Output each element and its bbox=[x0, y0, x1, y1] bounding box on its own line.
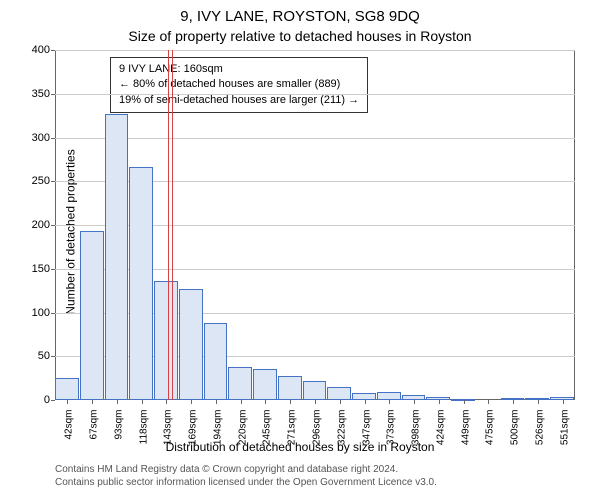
x-tick-mark bbox=[241, 400, 242, 404]
x-tick-mark bbox=[513, 400, 514, 404]
y-tick-label: 250 bbox=[32, 175, 50, 187]
reference-line bbox=[168, 50, 169, 400]
histogram-bar bbox=[154, 281, 178, 400]
x-tick-label: 347sqm bbox=[361, 410, 372, 450]
y-tick-label: 400 bbox=[32, 44, 50, 56]
y-tick-label: 0 bbox=[44, 394, 50, 406]
chart-container: 9, IVY LANE, ROYSTON, SG8 9DQ Size of pr… bbox=[0, 0, 600, 500]
histogram-bar bbox=[278, 376, 302, 401]
grid-line bbox=[55, 50, 575, 51]
histogram-bar bbox=[129, 167, 153, 400]
x-tick-mark bbox=[92, 400, 93, 404]
footer-line: Contains HM Land Registry data © Crown c… bbox=[55, 463, 437, 476]
grid-line bbox=[55, 138, 575, 139]
annotation-box: 9 IVY LANE: 160sqm ← 80% of detached hou… bbox=[110, 57, 368, 113]
x-tick-label: 322sqm bbox=[336, 410, 347, 450]
y-tick-mark bbox=[51, 50, 55, 51]
y-tick-mark bbox=[51, 269, 55, 270]
x-tick-label: 194sqm bbox=[212, 410, 223, 450]
x-tick-mark bbox=[389, 400, 390, 404]
y-tick-label: 350 bbox=[32, 88, 50, 100]
x-tick-mark bbox=[414, 400, 415, 404]
histogram-bar bbox=[179, 289, 203, 400]
x-tick-label: 373sqm bbox=[386, 410, 397, 450]
x-tick-mark bbox=[67, 400, 68, 404]
x-tick-label: 220sqm bbox=[237, 410, 248, 450]
x-tick-mark bbox=[365, 400, 366, 404]
x-tick-label: 143sqm bbox=[163, 410, 174, 450]
x-tick-mark bbox=[538, 400, 539, 404]
y-tick-label: 200 bbox=[32, 219, 50, 231]
histogram-bar bbox=[55, 378, 79, 400]
footer-line: Contains public sector information licen… bbox=[55, 476, 437, 489]
annotation-line: 19% of semi-detached houses are larger (… bbox=[119, 93, 359, 108]
x-tick-label: 398sqm bbox=[411, 410, 422, 450]
histogram-bar bbox=[80, 231, 104, 400]
x-tick-mark bbox=[464, 400, 465, 404]
x-tick-mark bbox=[315, 400, 316, 404]
y-tick-label: 150 bbox=[32, 263, 50, 275]
grid-line bbox=[55, 94, 575, 95]
x-tick-label: 169sqm bbox=[188, 410, 199, 450]
chart-title-sub: Size of property relative to detached ho… bbox=[0, 28, 600, 44]
y-tick-label: 100 bbox=[32, 307, 50, 319]
x-tick-label: 245sqm bbox=[262, 410, 273, 450]
chart-title-main: 9, IVY LANE, ROYSTON, SG8 9DQ bbox=[0, 8, 600, 25]
x-tick-label: 42sqm bbox=[64, 410, 75, 450]
y-tick-mark bbox=[51, 400, 55, 401]
x-tick-mark bbox=[290, 400, 291, 404]
y-tick-mark bbox=[51, 94, 55, 95]
x-tick-label: 551sqm bbox=[559, 410, 570, 450]
x-tick-mark bbox=[117, 400, 118, 404]
x-tick-label: 526sqm bbox=[534, 410, 545, 450]
histogram-bar bbox=[228, 367, 252, 400]
x-tick-mark bbox=[191, 400, 192, 404]
histogram-bar bbox=[105, 114, 129, 400]
y-tick-label: 300 bbox=[32, 132, 50, 144]
reference-line bbox=[172, 50, 173, 400]
y-tick-mark bbox=[51, 225, 55, 226]
annotation-line: ← 80% of detached houses are smaller (88… bbox=[119, 77, 359, 92]
x-tick-label: 271sqm bbox=[287, 410, 298, 450]
x-tick-mark bbox=[216, 400, 217, 404]
y-tick-mark bbox=[51, 356, 55, 357]
annotation-line: 9 IVY LANE: 160sqm bbox=[119, 62, 359, 77]
histogram-bar bbox=[253, 369, 277, 400]
x-tick-mark bbox=[439, 400, 440, 404]
x-tick-label: 424sqm bbox=[435, 410, 446, 450]
x-tick-label: 93sqm bbox=[113, 410, 124, 450]
x-tick-label: 67sqm bbox=[89, 410, 100, 450]
y-tick-mark bbox=[51, 138, 55, 139]
x-tick-label: 449sqm bbox=[460, 410, 471, 450]
x-tick-label: 118sqm bbox=[138, 410, 149, 450]
y-tick-mark bbox=[51, 181, 55, 182]
x-tick-label: 475sqm bbox=[485, 410, 496, 450]
histogram-bar bbox=[303, 381, 327, 400]
histogram-bar bbox=[204, 323, 228, 400]
x-tick-mark bbox=[265, 400, 266, 404]
y-tick-label: 50 bbox=[38, 350, 50, 362]
x-tick-mark bbox=[340, 400, 341, 404]
x-tick-mark bbox=[563, 400, 564, 404]
y-tick-mark bbox=[51, 313, 55, 314]
x-tick-label: 500sqm bbox=[510, 410, 521, 450]
histogram-bar bbox=[327, 387, 351, 400]
x-tick-mark bbox=[488, 400, 489, 404]
x-tick-mark bbox=[142, 400, 143, 404]
x-tick-label: 296sqm bbox=[312, 410, 323, 450]
histogram-bar bbox=[377, 392, 401, 400]
x-tick-mark bbox=[166, 400, 167, 404]
histogram-bar bbox=[352, 393, 376, 400]
footer-text: Contains HM Land Registry data © Crown c… bbox=[55, 463, 437, 489]
